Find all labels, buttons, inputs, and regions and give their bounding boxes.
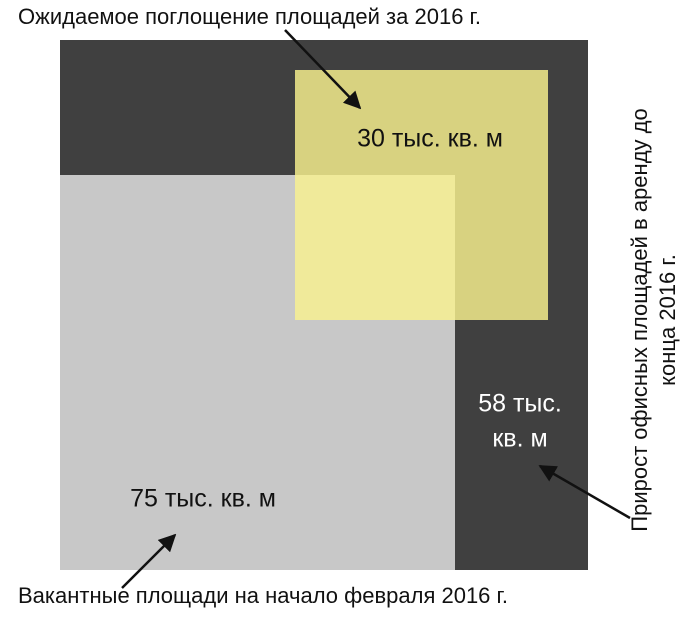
vacant-label: 75 тыс. кв. м	[130, 485, 276, 513]
arrow	[121, 533, 177, 589]
title: Ожидаемое поглощение площадей за 2016 г.	[18, 4, 481, 29]
bottom-caption: Вакантные площади на начало февраля 2016…	[18, 583, 508, 608]
right-caption-line: Прирост офисных площадей в аренду до	[627, 108, 652, 531]
right-caption-line: конца 2016 г.	[655, 254, 680, 386]
arrow	[284, 29, 362, 110]
new-supply-label: кв. м	[492, 425, 547, 453]
new-supply-label: 58 тыс.	[478, 390, 562, 418]
arrow	[538, 464, 631, 520]
right-caption: Прирост офисных площадей в аренду до кон…	[627, 108, 680, 531]
overlap-area	[295, 175, 455, 320]
absorption-label: 30 тыс. кв. м	[357, 125, 503, 153]
